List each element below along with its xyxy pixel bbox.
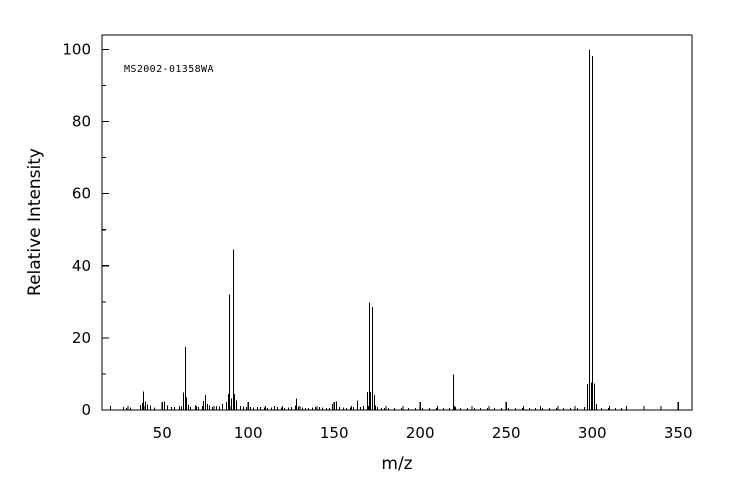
y-axis-tick-labels: 0 20 40 60 80 100 <box>62 40 91 419</box>
y-tick-label: 80 <box>72 113 91 131</box>
y-tick-label: 40 <box>72 257 91 275</box>
y-tick-label: 0 <box>81 401 91 419</box>
sample-id-label: MS2002-01358WA <box>124 64 214 75</box>
x-tick-label: 50 <box>153 424 172 442</box>
y-tick-label: 20 <box>72 329 91 347</box>
x-axis-title: m/z <box>381 454 412 474</box>
plot-frame <box>101 34 693 411</box>
x-tick-label: 150 <box>320 424 349 442</box>
x-tick-label: 100 <box>234 424 263 442</box>
x-tick-label: 300 <box>578 424 607 442</box>
y-tick-label: 100 <box>62 40 91 58</box>
peak-series <box>122 49 623 410</box>
x-tick-label: 200 <box>406 424 435 442</box>
y-tick-label: 60 <box>72 185 91 203</box>
y-axis-title: Relative Intensity <box>25 148 45 296</box>
y-axis-ticks <box>102 48 109 411</box>
x-tick-label: 250 <box>492 424 521 442</box>
x-tick-label: 350 <box>664 424 693 442</box>
x-axis-tick-labels: 50 100 150 200 250 300 350 <box>153 424 693 442</box>
